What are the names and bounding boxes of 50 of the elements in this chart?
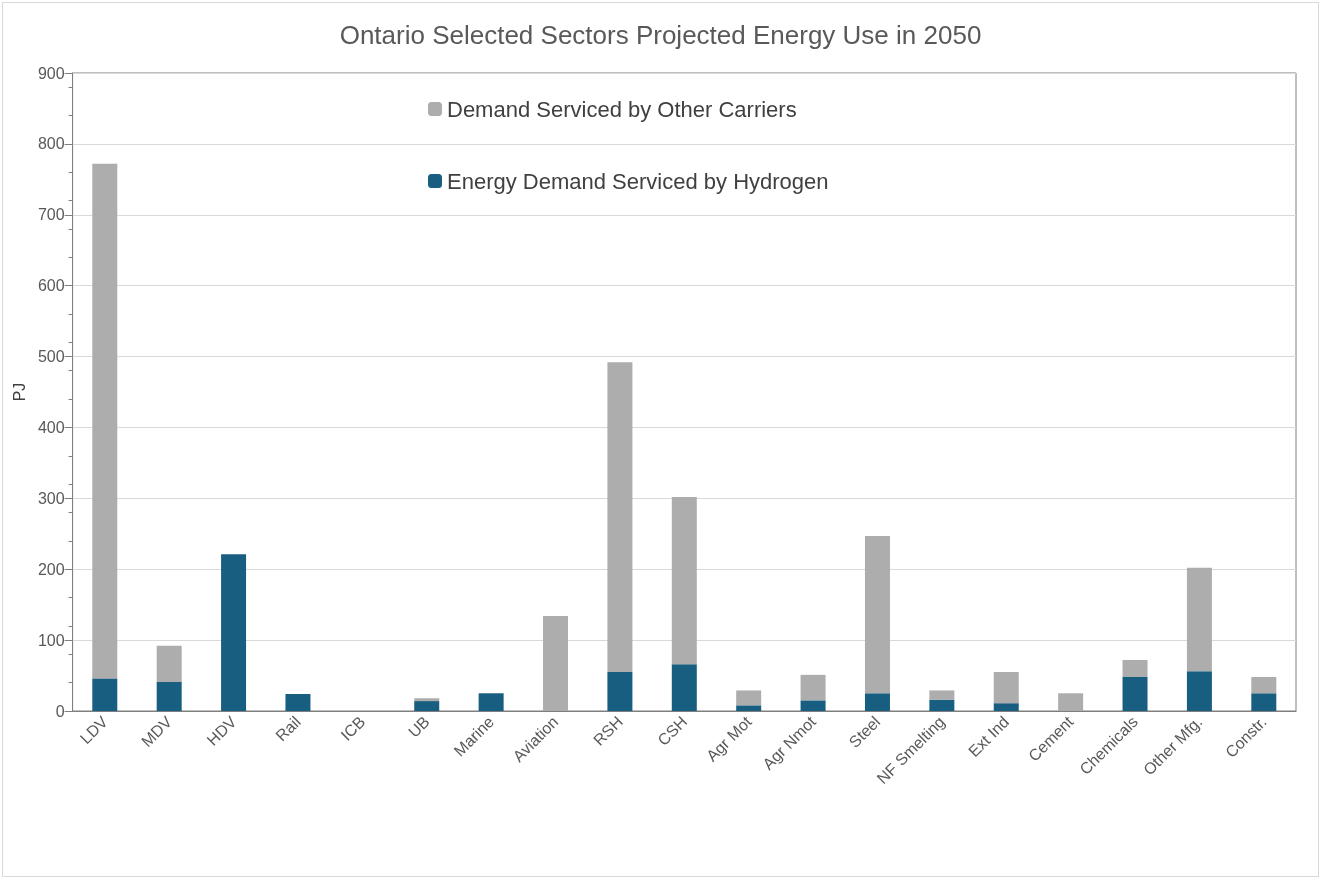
bar: [156, 681, 182, 711]
bar: [285, 693, 311, 711]
bar: [800, 700, 826, 711]
bar: [543, 616, 569, 711]
bar: [414, 701, 440, 711]
x-tick-label: Agr Mot: [703, 712, 756, 765]
y-tick-label: 500: [37, 348, 65, 366]
bar: [929, 699, 955, 711]
bar: [1251, 693, 1277, 711]
x-tick-label: Ext Ind: [965, 712, 1013, 761]
y-axis-title: PJ: [10, 382, 28, 402]
bar: [864, 693, 890, 711]
bar: [993, 672, 1019, 704]
y-tick-label: 300: [37, 489, 65, 507]
bar: [671, 496, 697, 665]
y-tick-label: 800: [37, 135, 65, 153]
y-tick-label: 0: [55, 702, 65, 720]
bar: [800, 674, 826, 701]
legend-label: Demand Serviced by Other Carriers: [447, 96, 797, 122]
bar: [1186, 671, 1212, 711]
bar: [929, 690, 955, 700]
bar: [993, 703, 1019, 711]
bar: [736, 690, 762, 706]
bar: [221, 554, 247, 711]
bar: [478, 693, 504, 711]
bar: [1058, 693, 1084, 711]
y-tick-label: 900: [37, 64, 65, 82]
bar: [1251, 676, 1277, 694]
bar: [1122, 676, 1148, 711]
bar: [156, 645, 182, 682]
bar: [92, 163, 118, 679]
bar: [864, 535, 890, 694]
x-tick-label: Rail: [272, 712, 304, 745]
x-tick-label: ICB: [337, 712, 369, 744]
bar: [414, 698, 440, 702]
bar: [736, 705, 762, 711]
y-tick-label: 600: [37, 277, 65, 295]
chart-title: Ontario Selected Sectors Projected Energy Use in 2050: [339, 20, 982, 50]
bar: [671, 664, 697, 711]
y-tick-label: 400: [37, 418, 65, 436]
legend-label: Energy Demand Serviced by Hydrogen: [447, 168, 829, 194]
y-tick-label: 100: [37, 631, 65, 649]
bar: [607, 672, 633, 711]
y-tick-label: 200: [37, 560, 65, 578]
bar: [1122, 659, 1148, 677]
bar: [1186, 567, 1212, 672]
x-tick-label: UB: [405, 712, 433, 741]
bar: [607, 362, 633, 673]
bar: [92, 678, 118, 711]
y-tick-label: 700: [37, 206, 65, 224]
